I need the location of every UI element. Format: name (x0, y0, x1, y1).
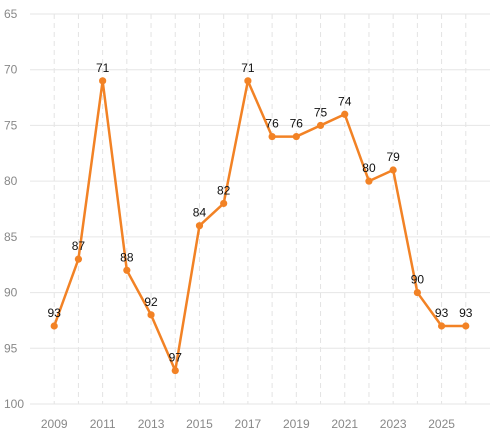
y-tick-label: 85 (4, 230, 18, 244)
series-line (52, 79, 468, 372)
x-tick-label: 2025 (428, 417, 455, 431)
data-point (316, 121, 325, 130)
x-tick-label: 2015 (186, 417, 213, 431)
x-tick-label: 2023 (380, 417, 407, 431)
data-point (220, 199, 228, 208)
data-point (74, 255, 83, 263)
x-axis-tick-labels: 2009 2011 2013 2015 2017 2019 2021 2023 2025 (41, 417, 455, 431)
data-label: 84 (193, 206, 207, 220)
x-tick-label: 2013 (138, 417, 165, 431)
data-labels: 93 87 71 88 92 97 84 82 71 76 76 75 74 80 79 90 93 93 (48, 61, 473, 365)
y-axis-tick-labels: 65 70 75 80 85 90 95 100 (4, 7, 24, 411)
x-tick-label: 2021 (331, 417, 358, 431)
y-tick-label: 80 (4, 174, 18, 188)
x-tick-label: 2017 (235, 417, 262, 431)
data-label: 79 (386, 150, 400, 164)
data-point (195, 222, 204, 230)
data-point (268, 132, 276, 141)
data-label: 74 (338, 94, 352, 108)
data-label: 87 (72, 239, 86, 253)
data-label: 82 (217, 183, 231, 197)
y-tick-label: 70 (4, 63, 18, 77)
horizontal-gridlines (30, 13, 490, 405)
data-label: 92 (144, 295, 158, 309)
data-point (99, 77, 107, 85)
y-tick-label: 95 (4, 341, 18, 355)
data-label: 71 (96, 61, 110, 75)
data-label: 75 (314, 105, 328, 119)
data-point (389, 166, 397, 174)
x-tick-label: 2019 (283, 417, 310, 431)
data-point (171, 366, 179, 375)
x-tick-label: 2009 (41, 417, 68, 431)
y-tick-label: 90 (4, 286, 18, 300)
y-tick-label: 75 (4, 118, 18, 132)
series-group (52, 79, 468, 372)
data-point (413, 288, 421, 297)
vertical-gridlines (53, 14, 467, 404)
data-point (341, 110, 349, 118)
data-point (292, 132, 300, 141)
data-point (123, 266, 131, 274)
data-label: 76 (290, 117, 304, 131)
y-tick-label: 100 (4, 397, 24, 411)
data-point (462, 322, 470, 330)
data-label: 97 (169, 351, 183, 365)
data-point (244, 77, 252, 85)
data-point (50, 322, 58, 330)
data-point (365, 177, 373, 185)
data-label: 90 (411, 273, 425, 287)
data-label: 76 (265, 117, 279, 131)
data-label: 71 (241, 61, 255, 75)
y-tick-label: 65 (4, 7, 18, 21)
data-label: 88 (120, 250, 134, 264)
data-point (147, 311, 155, 319)
data-label: 93 (459, 306, 473, 320)
data-points (50, 77, 470, 375)
x-tick-label: 2011 (90, 417, 116, 431)
data-label: 93 (435, 306, 449, 320)
data-point (437, 322, 446, 330)
data-label: 93 (48, 306, 62, 320)
data-label: 80 (362, 161, 376, 175)
